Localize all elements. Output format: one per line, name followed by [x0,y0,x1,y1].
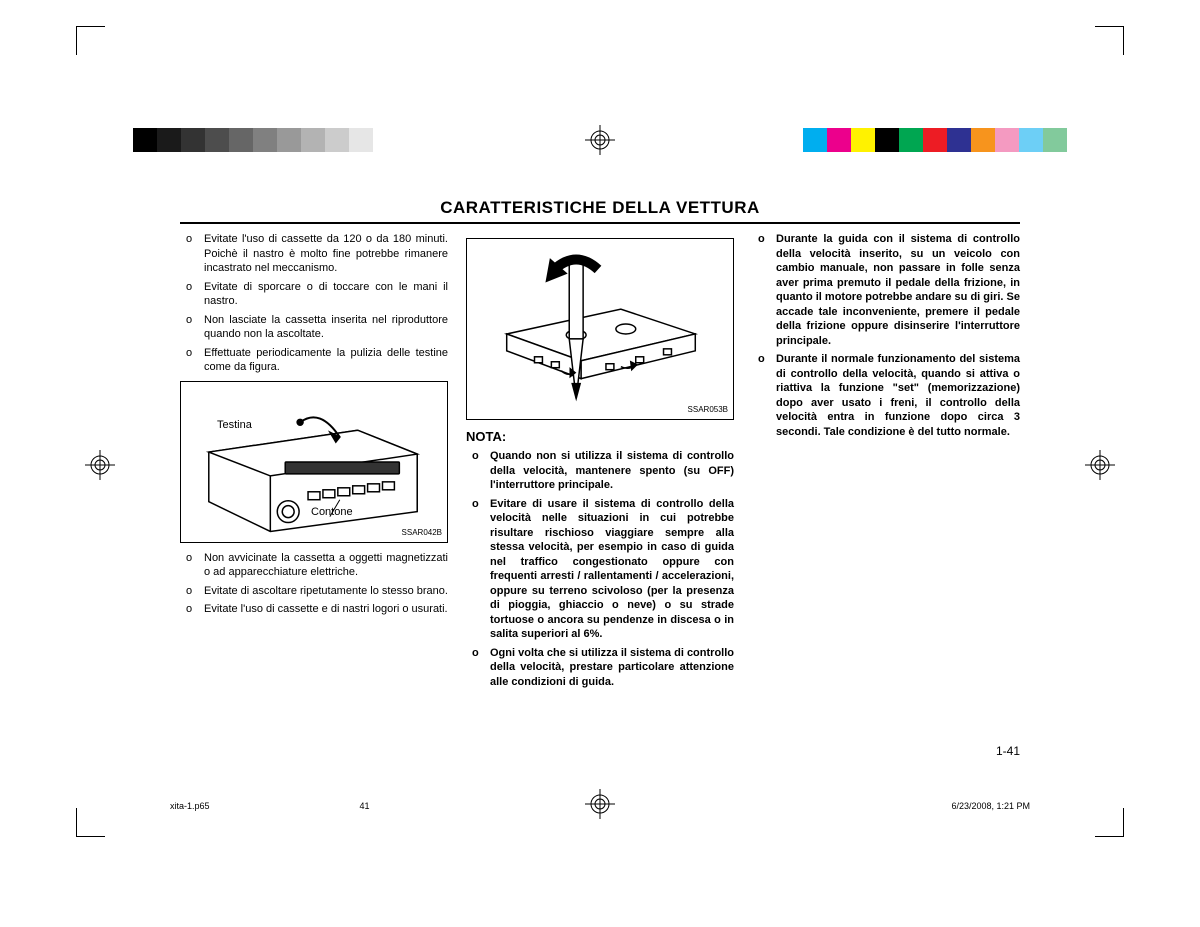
list-item: Non lasciate la cassetta inserita nel ri… [180,313,448,342]
registration-mark-left [85,450,115,480]
column-1: Evitate l'uso di cassette da 120 o da 18… [180,232,448,693]
swatch [995,128,1019,152]
swatch [277,128,301,152]
swatch [899,128,923,152]
list-item: Evitate l'uso di cassette da 120 o da 18… [180,232,448,276]
list-item: Ogni volta che si utilizza il sistema di… [466,646,734,690]
list-item: Durante la guida con il sistema di contr… [752,232,1020,348]
figure-cassette-rewind: SSAR053B [466,238,734,420]
list-item: Durante il normale funzionamento del sis… [752,352,1020,439]
col1-list-top: Evitate l'uso di cassette da 120 o da 18… [180,232,448,375]
crop-mark-top-right [1095,26,1124,55]
list-item: Evitate di sporcare o di toccare con le … [180,280,448,309]
swatch [827,128,851,152]
footer-file: xita-1.p65 [170,801,210,811]
crop-mark-top-left [76,26,105,55]
col1-list-bottom: Non avvicinate la cassetta a oggetti mag… [180,551,448,617]
list-item: Evitate di ascoltare ripetutamente lo st… [180,584,448,599]
color-bar-process [803,128,1067,152]
swatch [875,128,899,152]
registration-mark-right [1085,450,1115,480]
swatch [971,128,995,152]
swatch [301,128,325,152]
figure-tape-head: Testina Contone SSAR042B [180,381,448,543]
figure1-label-testina: Testina [217,418,252,433]
swatch [229,128,253,152]
list-item: Evitate l'uso di cassette e di nastri lo… [180,602,448,617]
swatch [803,128,827,152]
list-item: Evitare di usare il sistema di controllo… [466,497,734,642]
swatch [851,128,875,152]
swatch [325,128,349,152]
swatch [205,128,229,152]
swatch [133,128,157,152]
swatch [947,128,971,152]
page-title: CARATTERISTICHE DELLA VETTURA [0,198,1200,218]
footer: xita-1.p65 41 6/23/2008, 1:21 PM [170,801,1030,811]
swatch [181,128,205,152]
swatch [157,128,181,152]
crop-mark-bottom-left [76,808,105,837]
figure1-label-contone: Contone [311,505,353,520]
swatch [373,128,397,152]
crop-mark-bottom-right [1095,808,1124,837]
figure2-code: SSAR053B [688,405,728,416]
column-2: SSAR053B NOTA: Quando non si utilizza il… [466,232,734,693]
swatch [349,128,373,152]
figure1-code: SSAR042B [402,528,442,539]
color-bar-grayscale [133,128,397,152]
list-item: Effettuate periodicamente la pulizia del… [180,346,448,375]
swatch [923,128,947,152]
column-3: Durante la guida con il sistema di contr… [752,232,1020,693]
registration-mark-top [585,125,615,155]
swatch [253,128,277,152]
swatch [1019,128,1043,152]
list-item: Non avvicinate la cassetta a oggetti mag… [180,551,448,580]
col3-list: Durante la guida con il sistema di contr… [752,232,1020,439]
page-number: 1-41 [996,744,1020,758]
nota-heading: NOTA: [466,428,734,445]
title-rule [180,222,1020,224]
content-columns: Evitate l'uso di cassette da 120 o da 18… [180,232,1020,693]
nota-list: Quando non si utilizza il sistema di con… [466,449,734,689]
list-item: Quando non si utilizza il sistema di con… [466,449,734,493]
footer-date: 6/23/2008, 1:21 PM [951,801,1030,811]
swatch [1043,128,1067,152]
footer-page: 41 [360,801,370,811]
